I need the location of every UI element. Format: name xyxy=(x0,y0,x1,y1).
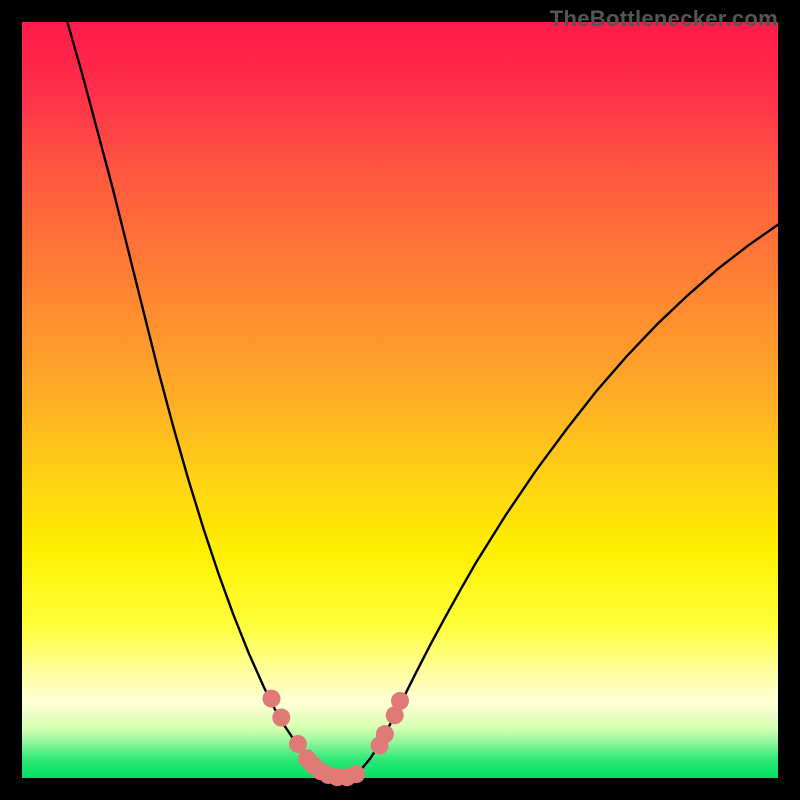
marker-dot xyxy=(376,725,394,743)
watermark-text: TheBottlenecker.com xyxy=(550,6,778,32)
chart-svg xyxy=(22,22,778,778)
plot-area xyxy=(22,22,778,778)
marker-dot xyxy=(262,690,280,708)
chart-frame: TheBottlenecker.com xyxy=(0,0,800,800)
gradient-background xyxy=(22,22,778,778)
marker-dot xyxy=(272,709,290,727)
marker-dot xyxy=(347,765,365,783)
marker-dot xyxy=(391,692,409,710)
